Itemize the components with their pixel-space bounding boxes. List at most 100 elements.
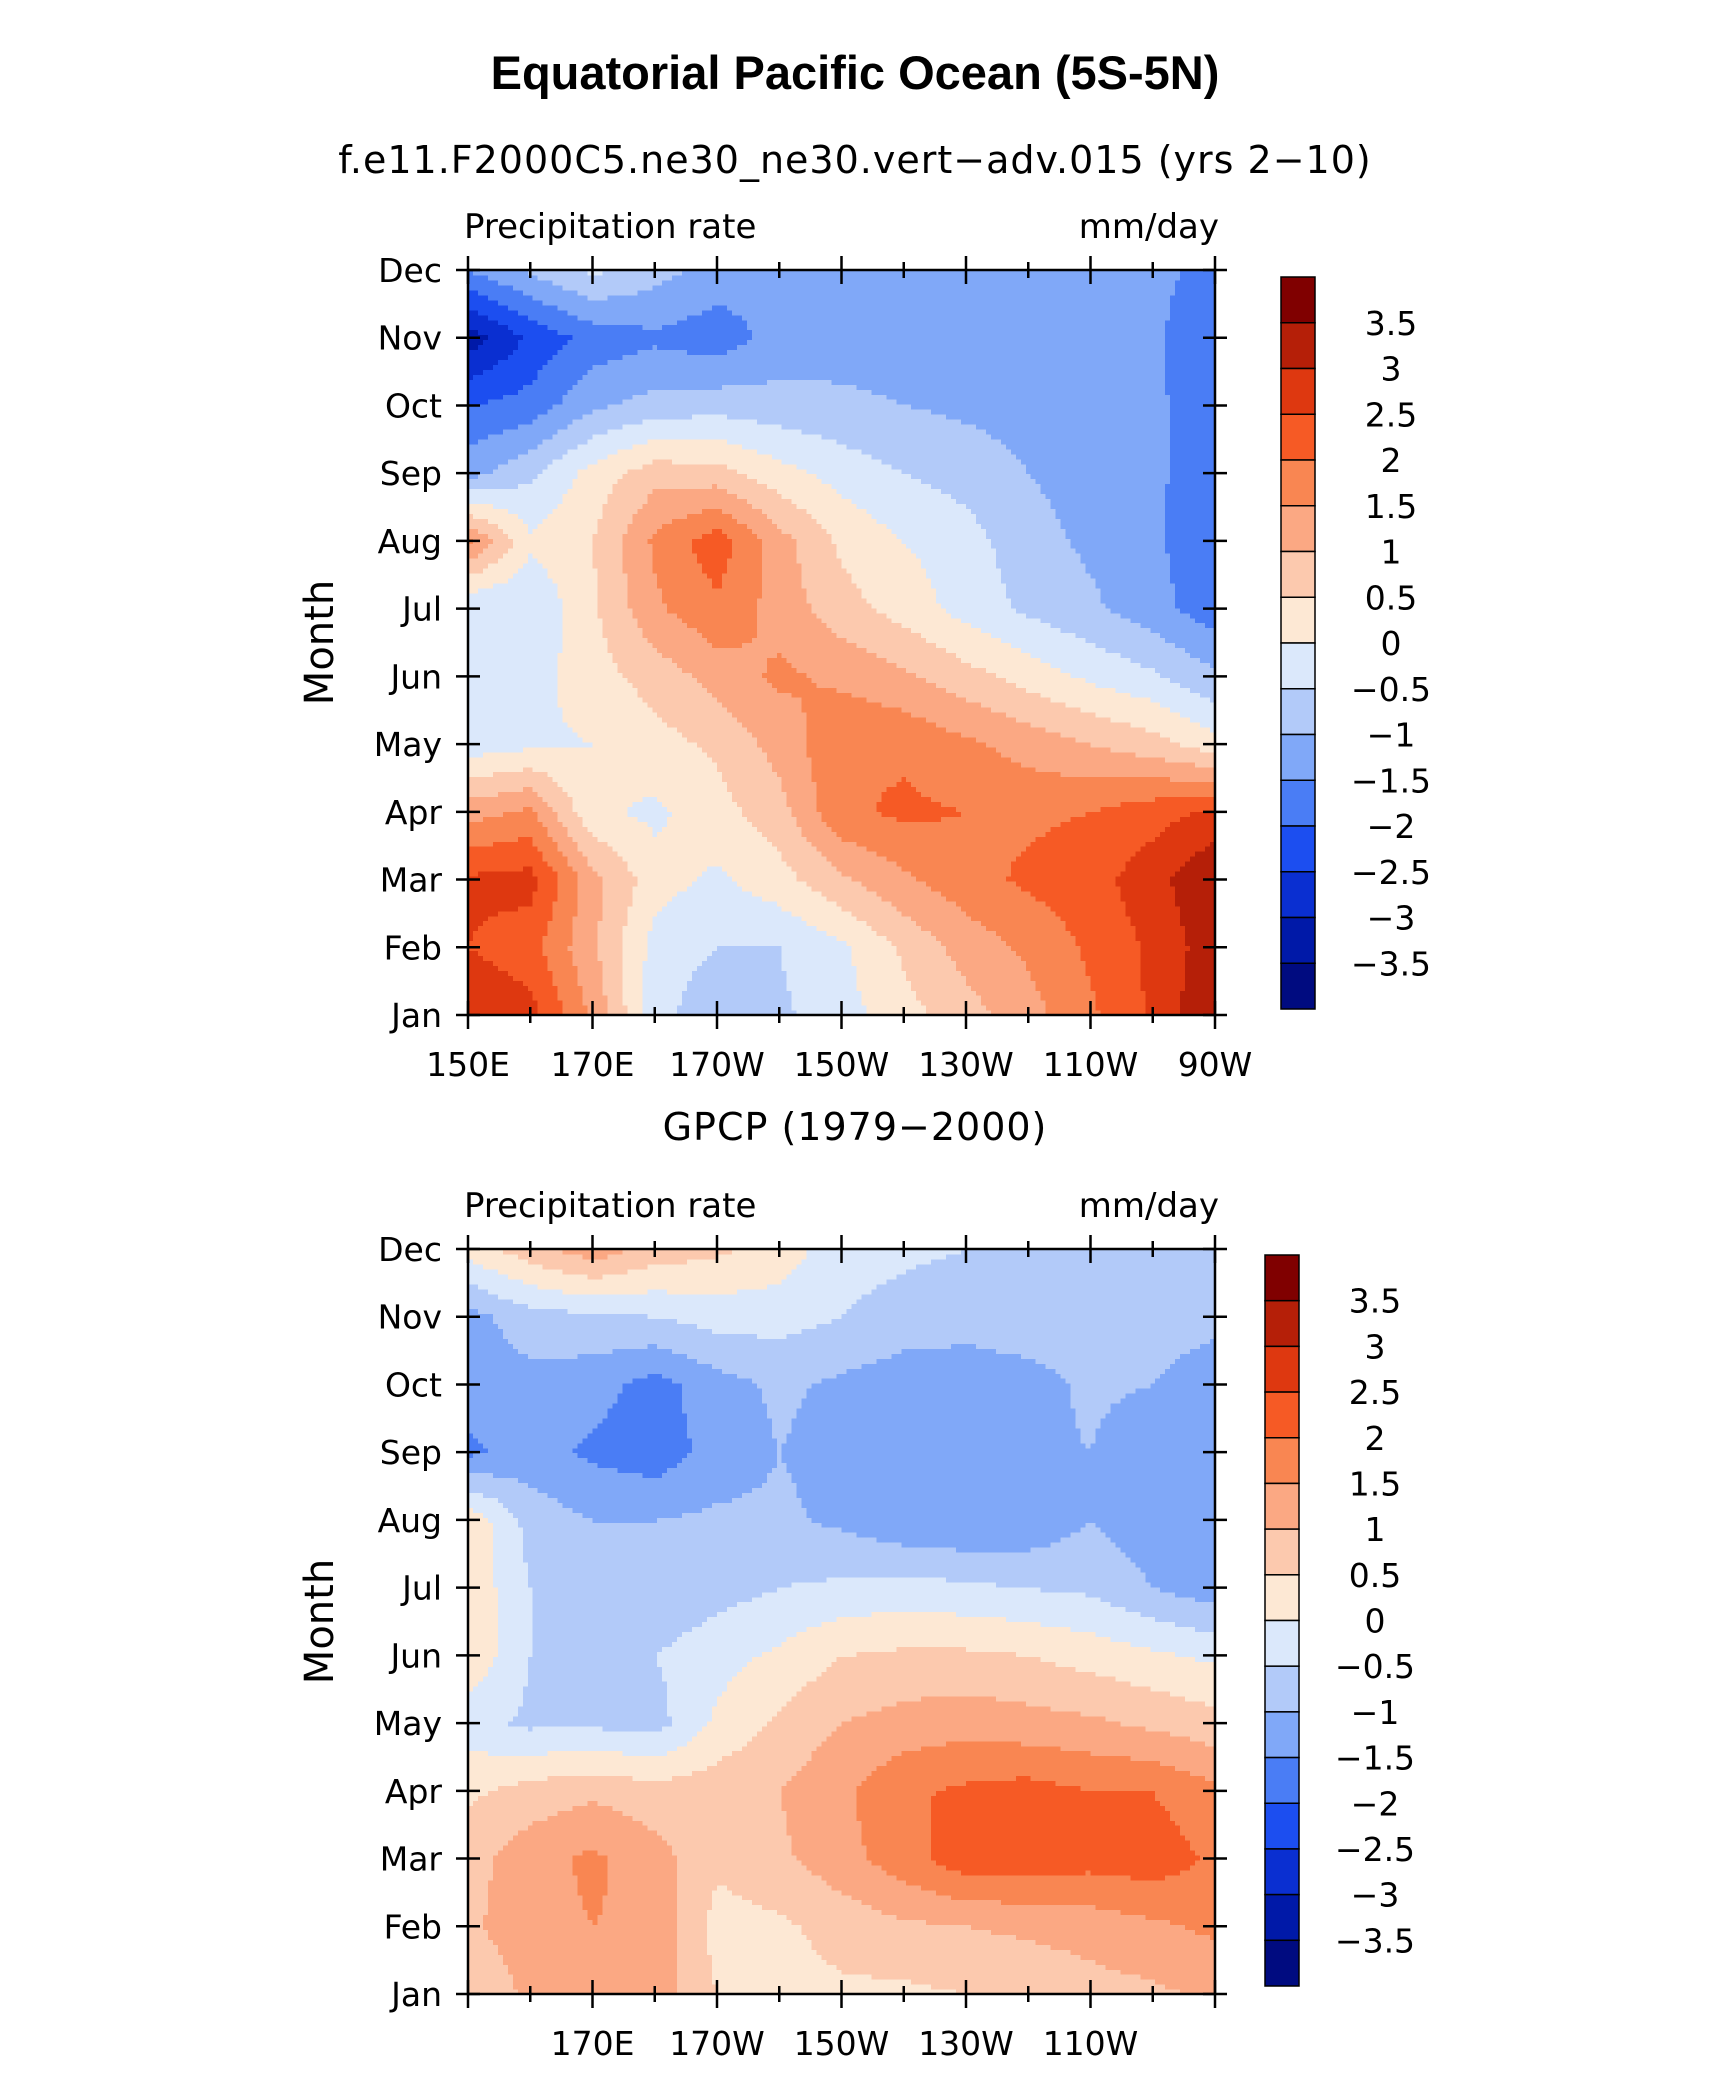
contour-cell [1000,751,1136,758]
contour-cell [1085,677,1171,683]
contour-cell [542,935,574,942]
contour-cell [468,1378,633,1384]
contour-cell [791,1840,863,1846]
contour-cell [985,741,1092,748]
contour-cell [1135,925,1186,932]
contour-cell [512,1835,663,1841]
contour-cell [487,1666,529,1672]
colorbar-label: −2 [1367,807,1416,846]
contour-cell [468,1522,494,1528]
contour-cell [1170,448,1216,455]
contour-cell [562,284,653,291]
contour-cell [831,627,912,634]
contour-cell [522,1556,1131,1563]
contour-cell [552,508,604,514]
contour-cell [931,409,1171,415]
contour-cell [896,905,962,912]
contour-cell [707,1944,813,1950]
contour-cell [622,980,643,986]
contour-cell [726,707,803,713]
contour-cell [796,1770,872,1777]
contour-cell [1180,915,1216,922]
contour-cell [726,563,763,569]
colorbar-box [1264,1482,1300,1530]
contour-cell [468,856,544,862]
contour-cell [597,523,628,529]
contour-cell [507,577,554,584]
contour-cell [582,851,618,857]
contour-cell [801,702,882,708]
panel1-y-axis-label: Month [297,580,343,705]
contour-cell [647,1343,658,1349]
contour-cell [662,1835,793,1841]
colorbar-box [1264,1391,1300,1439]
contour-cell [712,1979,912,1985]
contour-cell [517,1705,668,1712]
contour-cell [667,1705,713,1712]
colorbar-label: −2.5 [1335,1830,1415,1869]
contour-cell [756,617,823,624]
contour-cell [801,1502,1216,1508]
contour-cell [1080,1785,1216,1791]
contour-cell [786,1437,1082,1444]
contour-cell [1185,935,1216,942]
contour-cell [562,1288,648,1295]
colorbar-box [1280,825,1316,873]
contour-cell [786,1780,863,1786]
contour-cell [911,473,1032,480]
contour-cell [851,955,902,961]
contour-cell [577,980,604,986]
contour-cell [901,866,1012,872]
contour-cell [946,607,1017,614]
colorbar-label: −1 [1351,1693,1400,1732]
contour-cell [866,1710,1082,1717]
contour-cell [1000,577,1097,584]
contour-cell [806,1507,1216,1513]
contour-cell [861,880,927,887]
contour-cell [1130,721,1201,728]
contour-cell [801,1859,872,1866]
contour-cell [1150,697,1211,703]
contour-cell [468,558,499,564]
contour-cell [1180,1869,1216,1876]
contour-cell [617,1398,683,1404]
contour-cell [602,975,623,981]
contour-cell [801,428,987,435]
contour-cell [821,1740,947,1747]
contour-cell [468,314,489,321]
contour-cell [622,1810,788,1816]
contour-cell [851,498,957,505]
contour-cell [482,1512,514,1518]
contour-cell [627,592,663,599]
contour-cell [707,751,768,758]
contour-cell [468,478,534,485]
y-tick-label: Jul [400,590,442,629]
contour-cell [866,1849,932,1856]
contour-cell [552,776,723,783]
contour-cell [1075,632,1161,639]
contour-cell [482,1924,678,1931]
contour-cell [712,1889,733,1896]
contour-cell [687,513,733,519]
contour-cell [468,1452,474,1459]
contour-cell [468,736,584,743]
contour-cell [577,289,638,296]
contour-cell [632,885,688,892]
contour-cell [687,1427,773,1434]
contour-cell [846,443,1007,450]
contour-cell [582,1512,683,1518]
contour-cell [547,1750,623,1757]
contour-cell [1210,726,1216,733]
contour-cell [602,885,633,892]
contour-cell [786,1636,1112,1642]
contour-cell [537,414,584,420]
contour-cell [1165,329,1216,336]
contour-cell [1085,568,1171,574]
contour-cell [781,856,828,862]
contour-cell [1170,880,1216,887]
contour-cell [687,314,743,321]
contour-cell [627,582,658,589]
contour-cell [1140,945,1191,952]
contour-cell [527,1576,828,1583]
contour-cell [468,1253,519,1260]
